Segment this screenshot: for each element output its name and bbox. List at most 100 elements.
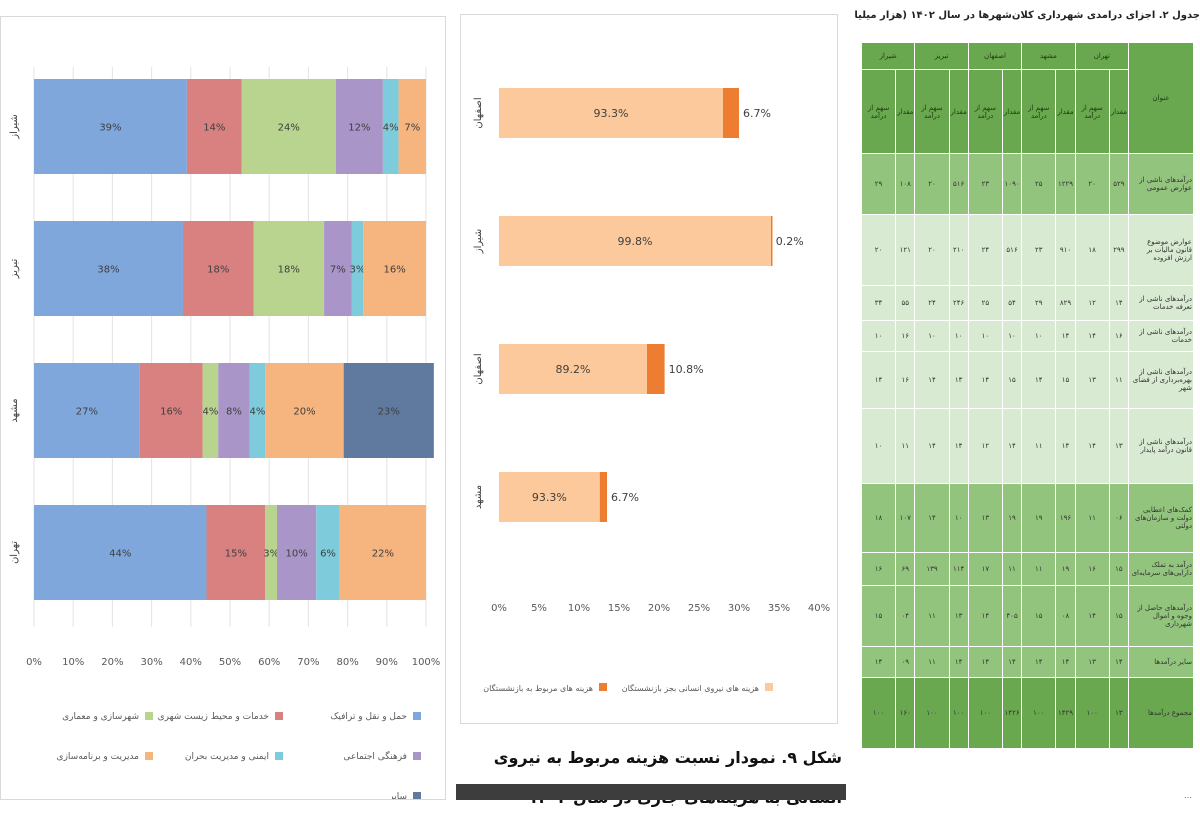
bar-segment	[324, 221, 352, 316]
table-cell: ۱۴	[1055, 320, 1076, 352]
table-cell: ۱۸	[860, 483, 897, 553]
bar-segment	[34, 221, 183, 316]
revenue-table: عنوان تهران مشهد اصفهان تبریز شیراز مقدا…	[860, 41, 1194, 749]
x-tick-label: 100%	[412, 657, 441, 668]
bar-segment	[647, 344, 665, 394]
bar-data-label: 23%	[378, 407, 400, 418]
table-subheader-cell: مقدار	[895, 69, 916, 154]
table-cell: ۲۰	[1074, 153, 1110, 215]
table-cell: ۱۴	[1074, 320, 1110, 352]
x-tick-label: 0%	[26, 657, 42, 668]
table-cell: ۱۴	[948, 646, 969, 678]
legend-label: هزینه های نیروی انسانی بجز بازنشستگان	[622, 683, 759, 693]
bar-segment	[316, 505, 340, 600]
legend-label: ایمنی و مدیریت بحران	[185, 752, 269, 762]
table-cell: ۱۴	[860, 646, 897, 678]
bar-segment	[351, 221, 364, 316]
hr-cost-bar-chart: 0% 5% 10% 15% 20% 25% 30% 35% 40% اصفهان 93.3% 6.7%…	[473, 88, 830, 693]
bar-segment	[277, 505, 317, 600]
table-cell: ۵۵	[895, 285, 916, 321]
bar-segment	[182, 221, 254, 316]
table-cell: ۱۲	[967, 408, 1003, 484]
y-category-label: شیراز	[473, 229, 484, 255]
bar-segment	[202, 363, 219, 458]
table-cell: ۰۶	[1108, 483, 1130, 553]
legend-swatch	[413, 712, 421, 720]
bar-data-label: 89.2%	[556, 363, 591, 376]
x-tick-label: 25%	[688, 603, 710, 614]
table-cell: ۲۵	[967, 285, 1003, 321]
table-cell: ۱۰	[860, 408, 897, 484]
table-cell: ۱۹	[1001, 483, 1023, 553]
table-cell: ۱۱	[1021, 408, 1057, 484]
table-cell: ۲۵	[1021, 153, 1057, 215]
table-subheader-cell: مقدار	[1001, 69, 1023, 154]
bar-segment	[343, 363, 434, 458]
table-cell: ۱۰	[948, 483, 969, 553]
table-cell: ۱۶	[1074, 552, 1110, 586]
table-cell: ۲۱۰	[948, 214, 969, 286]
table-cell: ۱۴	[1074, 408, 1110, 484]
bar-data-label: 27%	[76, 407, 98, 418]
table-cell: ۱۳	[1074, 646, 1110, 678]
table-header-city: اصفهان	[967, 41, 1023, 71]
bar-segment	[339, 505, 426, 600]
bar-segment	[398, 79, 426, 174]
table-row: سایر درآمدها ۱۴ ۱۳ ۱۴ ۱۴ ۱۴ ۱۴ ۱۴ ۱۱ ۰۹ ۱۴	[860, 646, 1194, 678]
x-tick-label: 10%	[568, 603, 590, 614]
table-cell: ۱۱۴	[948, 552, 969, 586]
x-tick-label: 60%	[258, 657, 280, 668]
table-cell: ۱۳	[1108, 677, 1130, 749]
table-cell: ۱۴	[860, 351, 897, 409]
table-cell: ۱۵	[860, 585, 897, 647]
table-cell: ۱۴	[914, 408, 950, 484]
table-cell: ۱۴	[967, 351, 1003, 409]
table-cell: ۱۴۲۹	[1055, 677, 1076, 749]
table-cell: ۵۱۶	[948, 153, 969, 215]
table-row-label: درآمدهای ناشی از خدمات	[1128, 320, 1194, 352]
table-cell: ۱۰۰	[948, 677, 969, 749]
bar-segment	[218, 363, 250, 458]
table-cell: ۱۳	[948, 585, 969, 647]
bar-data-label: 6.7%	[743, 107, 771, 120]
table-cell: ۱۰۰	[914, 677, 950, 749]
table-cell: ۱۴	[914, 483, 950, 553]
table-subheader-cell: سهم از درآمد	[967, 69, 1003, 154]
x-tick-label: 50%	[219, 657, 241, 668]
legend-swatch	[145, 712, 153, 720]
bar-data-label: 93.3%	[594, 107, 629, 120]
bar-data-label: 3%	[263, 549, 279, 560]
bar-data-label: 10%	[286, 549, 308, 560]
table-cell: ۱۶	[895, 320, 916, 352]
legend-swatch	[765, 683, 773, 691]
table-subheader-cell: سهم از درآمد	[914, 69, 950, 154]
figure-caption: شکل ۹. نمودار نسبت هزینه مربوط به نیروی …	[493, 748, 842, 807]
bar-segment	[249, 363, 266, 458]
table-cell: ۱۱	[1108, 351, 1130, 409]
table-cell: ۱۹	[1055, 552, 1076, 586]
bar-data-label: 12%	[348, 123, 370, 134]
table-cell: ۱۵	[1021, 585, 1057, 647]
table-cell: ۵۲۹	[1108, 153, 1130, 215]
table-cell: ۱۲۱	[895, 214, 916, 286]
table-subheader-cell: مقدار	[1108, 69, 1130, 154]
table-cell: ۶۹	[895, 552, 916, 586]
table-cell: ۱۰۸	[895, 153, 916, 215]
table-cell: ۲۴۶	[948, 285, 969, 321]
bar-data-label: 3%	[349, 265, 365, 276]
legend-swatch	[145, 752, 153, 760]
bar-data-label: 15%	[225, 549, 247, 560]
table-cell: ۱۰۰	[860, 677, 897, 749]
bar-segment	[363, 221, 426, 316]
table-row: درآمدهای ناشی از قانون درآمد پایدار ۱۳ ۱۴ ۱…	[860, 408, 1194, 484]
table-cell: ۱۱	[914, 585, 950, 647]
table-row: مجموع درآمدها ۱۳ ۱۰۰ ۱۴۲۹ ۱۰۰ ۱۴۲۶ ۱۰۰ ۱۰۰ ۱۰۰ ۱۶…	[860, 677, 1194, 749]
bar-data-label: 99.8%	[618, 235, 653, 248]
table-cell: ۱۴۲۶	[1001, 677, 1023, 749]
bar-data-label: 7%	[404, 123, 420, 134]
table-cell: ۱۳	[967, 483, 1003, 553]
legend-swatch	[599, 683, 607, 691]
x-tick-label: 35%	[768, 603, 790, 614]
table-row-label: مجموع درآمدها	[1128, 677, 1194, 749]
table-cell: ۱۰	[1001, 320, 1023, 352]
